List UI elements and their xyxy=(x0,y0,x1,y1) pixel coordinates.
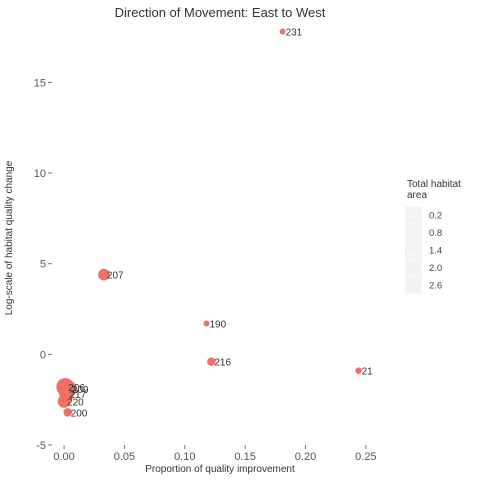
x-tick-label: 0.25 xyxy=(355,451,376,463)
y-axis: -5 0 5 10 15 xyxy=(34,77,52,452)
point-label: 217 xyxy=(69,390,86,401)
legend-label: 2.0 xyxy=(429,263,442,274)
legend-label: 0.2 xyxy=(429,211,442,222)
y-tick-label: 0 xyxy=(40,349,46,361)
point-label: 190 xyxy=(210,320,227,331)
x-tick-label: 0.20 xyxy=(295,451,316,463)
data-point xyxy=(207,357,216,366)
data-point xyxy=(57,395,71,408)
point-label: 216 xyxy=(214,358,231,369)
x-tick-label: 0.00 xyxy=(53,451,74,463)
x-tick-label: 0.10 xyxy=(174,451,195,463)
legend-label: 2.6 xyxy=(429,281,442,292)
data-point xyxy=(63,408,72,417)
legend-title: Total habitat area xyxy=(407,179,461,201)
data-point xyxy=(98,268,110,281)
chart-title: Direction of Movement: East to West xyxy=(115,5,326,20)
legend-key xyxy=(404,275,423,295)
legend-key xyxy=(405,259,422,276)
x-tick-label: 0.05 xyxy=(114,451,135,463)
x-axis: 0.00 0.05 0.10 0.15 0.20 0.25 xyxy=(53,445,377,463)
point-label: 207 xyxy=(107,271,124,282)
data-point xyxy=(355,367,362,374)
point-label: 206 xyxy=(68,383,85,394)
legend-key xyxy=(407,243,420,257)
point-label: 21 xyxy=(362,367,374,378)
legend-key xyxy=(410,211,417,219)
legend-label: 0.8 xyxy=(429,228,442,239)
legend: Total habitat area 0.2 0.8 1.4 2.0 2.6 xyxy=(404,179,461,295)
point-label: 200 xyxy=(71,408,88,419)
data-point xyxy=(203,320,210,327)
y-tick-label: 5 xyxy=(40,259,46,271)
point-label: 209 xyxy=(72,385,89,396)
y-tick-label: 15 xyxy=(34,77,46,89)
data-point xyxy=(279,28,286,35)
y-tick-label: -5 xyxy=(36,440,46,452)
x-axis-title: Proportion of quality improvement xyxy=(145,464,295,475)
point-label: 220 xyxy=(67,397,84,408)
point-label: 231 xyxy=(286,28,303,39)
y-tick-label: 10 xyxy=(34,168,46,180)
y-axis-title: Log-scale of habitat quality change xyxy=(4,160,15,315)
legend-key xyxy=(408,227,419,238)
x-tick-label: 0.15 xyxy=(234,451,255,463)
legend-label: 1.4 xyxy=(429,246,442,257)
